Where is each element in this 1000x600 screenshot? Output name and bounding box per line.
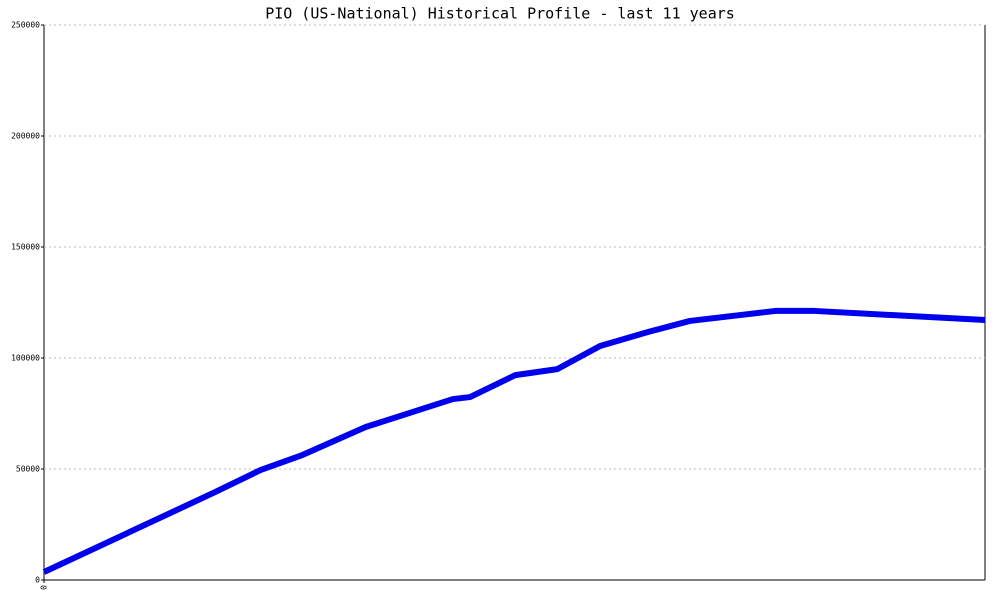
x-tick-label: 0 [40,585,49,590]
line-series [42,307,986,575]
y-tick-label: 200000 [11,132,40,141]
y-tick-label: 0 [35,576,40,585]
y-tick-label: 50000 [16,465,40,474]
chart-title: PIO (US-National) Historical Profile - l… [265,5,735,23]
y-tick-label: 250000 [11,21,40,30]
y-tick-label: 100000 [11,354,40,363]
y-tick-label: 150000 [11,243,40,252]
